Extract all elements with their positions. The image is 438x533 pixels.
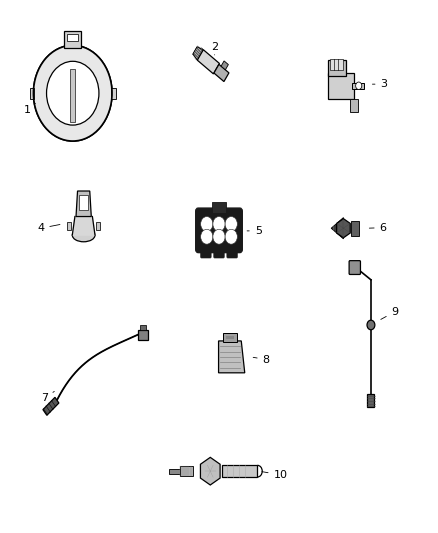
Bar xyxy=(223,465,258,477)
Text: 3: 3 xyxy=(372,79,388,89)
Text: 1: 1 xyxy=(23,103,35,115)
FancyBboxPatch shape xyxy=(214,247,224,258)
Circle shape xyxy=(201,216,213,231)
Bar xyxy=(67,34,78,41)
Polygon shape xyxy=(221,61,228,70)
Bar xyxy=(79,195,88,210)
Text: 2: 2 xyxy=(211,42,218,55)
Bar xyxy=(67,222,71,230)
Bar xyxy=(330,59,343,70)
Polygon shape xyxy=(214,64,229,82)
Text: 5: 5 xyxy=(247,226,262,236)
Bar xyxy=(328,60,346,76)
Bar xyxy=(140,325,146,330)
Circle shape xyxy=(46,61,99,125)
Circle shape xyxy=(356,82,362,90)
Circle shape xyxy=(201,229,213,244)
Bar xyxy=(64,31,81,48)
Bar xyxy=(138,330,148,340)
FancyBboxPatch shape xyxy=(201,247,211,258)
Circle shape xyxy=(225,229,237,244)
Bar xyxy=(169,469,180,474)
Bar xyxy=(226,336,234,339)
Text: 4: 4 xyxy=(37,223,60,233)
Polygon shape xyxy=(72,216,95,235)
Wedge shape xyxy=(33,45,112,141)
Polygon shape xyxy=(43,397,59,415)
Polygon shape xyxy=(219,341,245,373)
Circle shape xyxy=(225,216,237,231)
Circle shape xyxy=(213,216,225,231)
Bar xyxy=(180,466,193,476)
Text: 10: 10 xyxy=(262,470,288,480)
Text: 7: 7 xyxy=(41,391,54,403)
Ellipse shape xyxy=(72,229,95,242)
Polygon shape xyxy=(201,457,220,485)
FancyBboxPatch shape xyxy=(349,261,360,274)
Polygon shape xyxy=(198,50,219,74)
Circle shape xyxy=(367,320,375,330)
FancyBboxPatch shape xyxy=(227,247,237,258)
Bar xyxy=(212,202,226,213)
Bar xyxy=(111,88,116,99)
FancyBboxPatch shape xyxy=(196,208,242,253)
Text: 8: 8 xyxy=(253,354,270,365)
Bar xyxy=(223,334,237,342)
Polygon shape xyxy=(193,47,203,60)
Bar xyxy=(352,83,364,89)
Polygon shape xyxy=(337,219,350,238)
Bar xyxy=(351,221,359,236)
Polygon shape xyxy=(76,191,91,216)
Circle shape xyxy=(213,229,225,244)
Text: 9: 9 xyxy=(381,306,399,319)
Circle shape xyxy=(33,45,112,141)
Text: 6: 6 xyxy=(369,223,387,233)
Bar xyxy=(350,99,358,112)
Bar xyxy=(70,69,75,123)
Bar xyxy=(30,88,34,99)
Bar xyxy=(96,222,100,230)
Bar xyxy=(328,73,354,99)
Polygon shape xyxy=(331,217,343,239)
Bar xyxy=(367,394,374,407)
